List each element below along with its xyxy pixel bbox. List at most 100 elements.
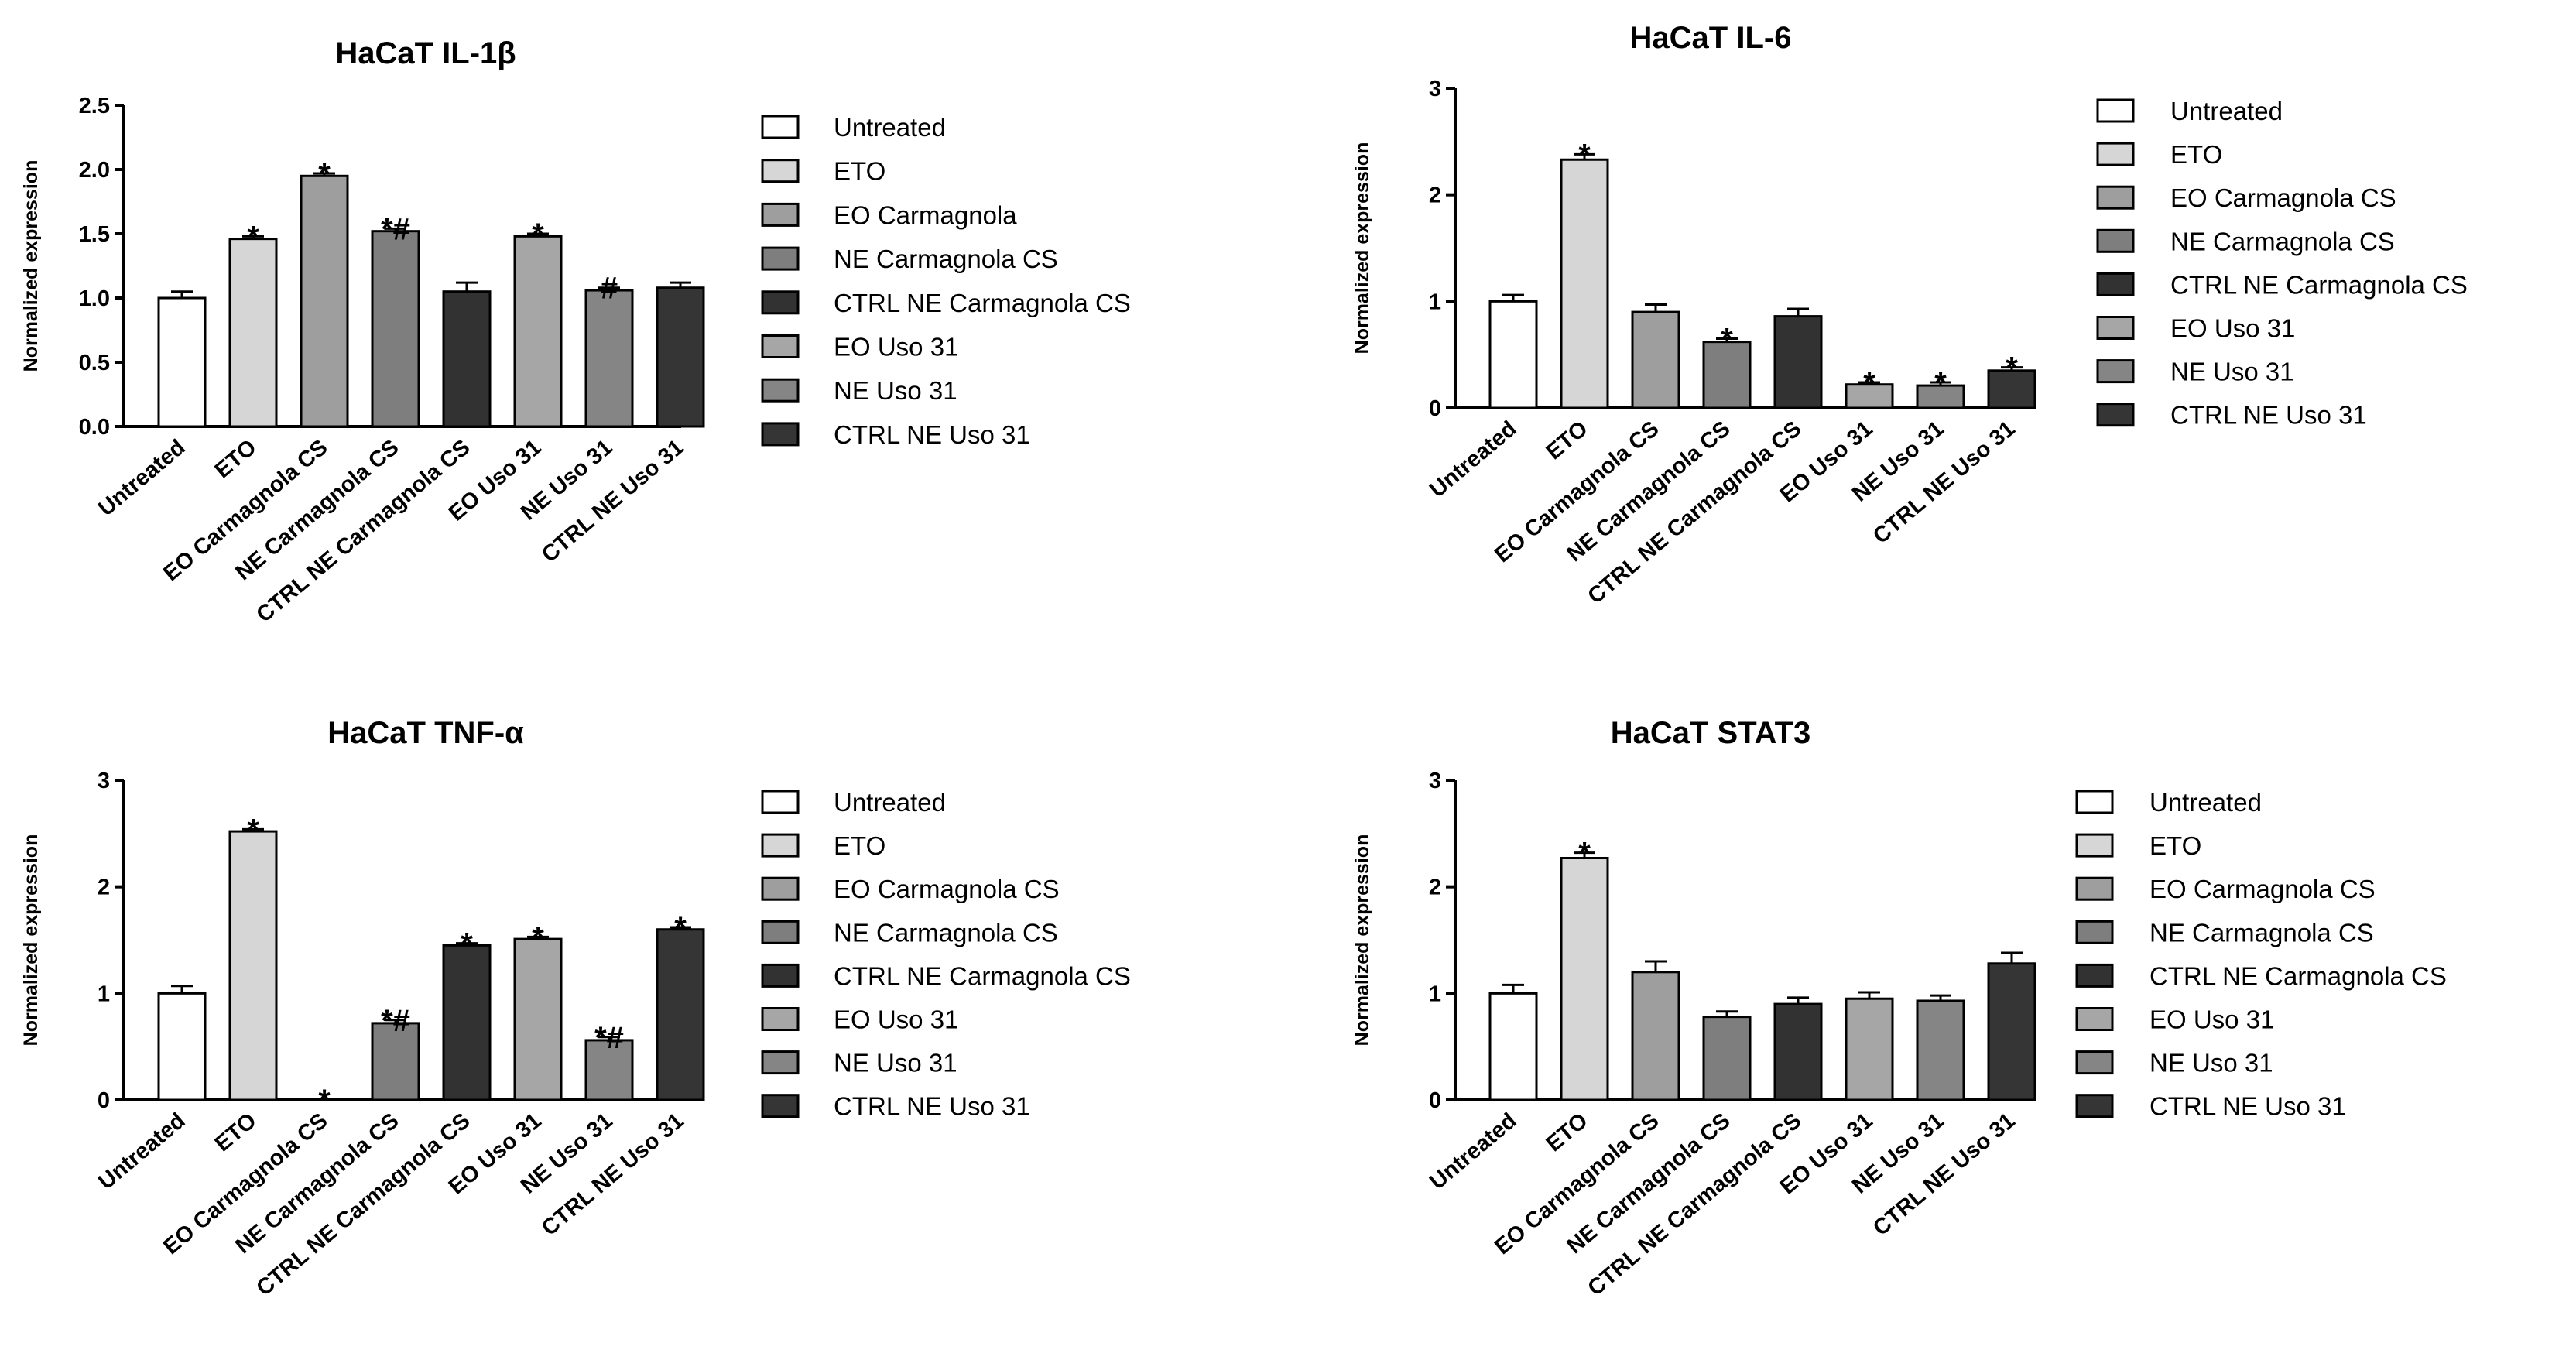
legend-label: CTRL NE Carmagnola CS xyxy=(834,961,1131,990)
legend-swatch xyxy=(761,833,800,858)
legend-swatch xyxy=(2075,833,2114,858)
legend-swatch xyxy=(2096,228,2135,253)
significance-mark: * xyxy=(318,157,331,191)
legend-label: ETO xyxy=(834,831,886,860)
chart-title: HaCaT TNF-α xyxy=(327,716,524,750)
bar-ctrl-ne-uso-31 xyxy=(1987,962,2036,1101)
legend-label: NE Uso 31 xyxy=(834,376,957,405)
bar-eo-uso-31 xyxy=(1845,997,1894,1101)
significance-mark: * xyxy=(247,813,259,847)
bar-eto xyxy=(1560,158,1609,409)
bar-ctrl-ne-carmagnola-cs xyxy=(442,290,492,428)
significance-mark: * xyxy=(2006,351,2018,385)
legend-label: CTRL NE Carmagnola CS xyxy=(2170,270,2468,299)
x-tick-label: Untreated xyxy=(1425,416,1521,503)
legend-swatch xyxy=(761,1007,800,1031)
legend-label: Untreated xyxy=(834,788,946,817)
chart-il6: HaCaT IL-6 Normalized expression 0 1 2 3 Untre… xyxy=(1351,21,2468,609)
y-tick-label: 2.5 xyxy=(79,94,110,118)
significance-mark: * xyxy=(1578,837,1591,871)
legend-label: CTRL NE Carmagnola CS xyxy=(2150,961,2447,990)
legend-label: NE Carmagnola CS xyxy=(834,245,1058,273)
x-tick-label: Untreated xyxy=(1425,1108,1521,1195)
legend-label: CTRL NE Uso 31 xyxy=(834,420,1030,449)
legend-label: EO Uso 31 xyxy=(834,333,958,361)
legend-label: NE Uso 31 xyxy=(834,1049,957,1077)
x-tick-label: Untreated xyxy=(94,1108,190,1195)
bar-eo-carmagnola-cs xyxy=(300,174,349,428)
legend-swatch xyxy=(2096,272,2135,296)
bar-untreated xyxy=(157,992,207,1101)
x-tick-label: Untreated xyxy=(94,435,190,522)
legend-label: NE Carmagnola CS xyxy=(2150,918,2374,947)
y-axis-label: Normalized expression xyxy=(1351,142,1373,355)
significance-mark: * xyxy=(532,920,544,954)
significance-mark: * xyxy=(247,220,259,254)
significance-mark: *# xyxy=(594,1021,624,1055)
bar-eo-uso-31 xyxy=(513,937,563,1101)
y-tick-label: 0 xyxy=(1429,1088,1441,1113)
x-tick-label: ETO xyxy=(1542,1108,1593,1156)
bar-eto xyxy=(228,830,278,1101)
legend-label: CTRL NE Uso 31 xyxy=(2170,401,2367,430)
bar-ctrl-ne-uso-31 xyxy=(656,286,705,428)
legend-swatch xyxy=(2096,185,2135,210)
legend-swatch xyxy=(761,202,800,227)
bar-eo-uso-31 xyxy=(1845,383,1894,409)
significance-mark: *# xyxy=(381,1004,410,1038)
legend-swatch xyxy=(761,246,800,271)
chart-title: HaCaT IL-1β xyxy=(335,36,516,70)
x-tick-label: ETO xyxy=(1542,416,1593,464)
legend-swatch xyxy=(761,334,800,358)
bar-ne-uso-31 xyxy=(584,1039,634,1101)
legend-label: EO Carmagnola xyxy=(834,200,1017,229)
legend-label: CTRL NE Uso 31 xyxy=(834,1092,1030,1121)
bar-ne-carmagnola-cs xyxy=(1702,341,1752,409)
y-tick-label: 2.0 xyxy=(79,158,110,183)
legend-label: NE Carmagnola CS xyxy=(2170,227,2395,255)
y-tick-label: 0 xyxy=(98,1088,110,1113)
bar-eto xyxy=(1560,856,1609,1101)
x-tick-label: ETO xyxy=(211,1108,262,1156)
legend-swatch xyxy=(761,790,800,814)
significance-mark: # xyxy=(601,272,618,306)
legend-label: ETO xyxy=(2150,831,2201,860)
bar-ne-uso-31 xyxy=(1916,999,1965,1101)
y-tick-label: 3 xyxy=(98,769,110,793)
bar-ctrl-ne-carmagnola-cs xyxy=(1773,1002,1823,1101)
y-tick-label: 1 xyxy=(1429,289,1441,314)
significance-mark: * xyxy=(674,911,687,945)
legend-swatch xyxy=(761,290,800,315)
legend-label: ETO xyxy=(2170,140,2222,169)
y-tick-label: 2 xyxy=(1429,183,1441,208)
legend-label: EO Carmagnola CS xyxy=(834,875,1060,903)
legend-swatch xyxy=(2096,98,2135,123)
y-tick-label: 1 xyxy=(1429,981,1441,1006)
chart-title: HaCaT STAT3 xyxy=(1611,716,1811,750)
legend-label: ETO xyxy=(834,157,886,186)
y-tick-label: 3 xyxy=(1429,769,1441,793)
bar-ctrl-ne-uso-31 xyxy=(656,928,705,1101)
significance-mark: * xyxy=(461,927,473,961)
legend-swatch xyxy=(761,378,800,403)
chart-stat3: HaCaT STAT3 Normalized expression 0 1 2 3 Untr… xyxy=(1351,716,2447,1301)
legend-swatch xyxy=(2096,316,2135,340)
bar-eto xyxy=(228,238,278,428)
bar-ne-carmagnola-cs xyxy=(1702,1016,1752,1101)
significance-mark: * xyxy=(1721,323,1733,357)
bar-untreated xyxy=(1488,300,1538,409)
bar-eo-carmagnola-cs xyxy=(1631,310,1680,409)
chart-il1b: HaCaT IL-1β Normalized expression 0.0 0.5 1.… xyxy=(20,36,1131,628)
x-tick-label: ETO xyxy=(211,435,262,483)
bar-eo-uso-31 xyxy=(513,235,563,428)
bar-untreated xyxy=(157,296,207,428)
legend-label: NE Uso 31 xyxy=(2170,358,2294,386)
legend-label: EO Uso 31 xyxy=(834,1005,958,1034)
legend-swatch xyxy=(761,920,800,944)
bar-ctrl-ne-carmagnola-cs xyxy=(442,944,492,1101)
bar-eo-carmagnola-cs xyxy=(1631,971,1680,1101)
chart-title: HaCaT IL-6 xyxy=(1630,21,1792,55)
y-tick-label: 1.5 xyxy=(79,222,110,247)
legend-swatch xyxy=(761,422,800,447)
